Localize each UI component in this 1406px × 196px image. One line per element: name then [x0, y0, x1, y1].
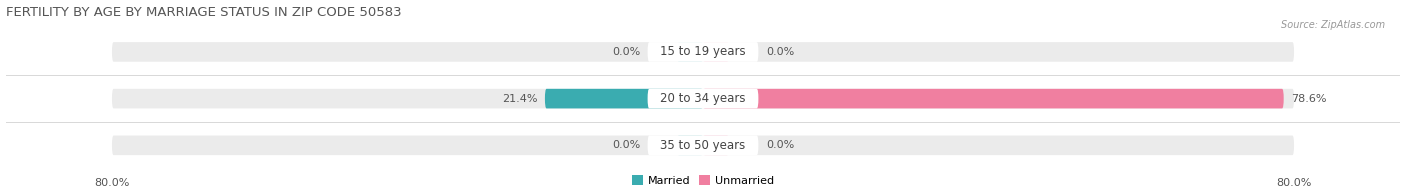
FancyBboxPatch shape: [648, 89, 758, 108]
FancyBboxPatch shape: [703, 89, 1284, 108]
Text: 21.4%: 21.4%: [502, 94, 537, 104]
FancyBboxPatch shape: [546, 89, 703, 108]
FancyBboxPatch shape: [648, 42, 758, 62]
Text: 15 to 19 years: 15 to 19 years: [661, 45, 745, 58]
Text: 0.0%: 0.0%: [612, 140, 640, 150]
Text: 20 to 34 years: 20 to 34 years: [661, 92, 745, 105]
FancyBboxPatch shape: [703, 135, 728, 155]
FancyBboxPatch shape: [112, 89, 1294, 108]
FancyBboxPatch shape: [678, 42, 703, 62]
Text: 0.0%: 0.0%: [766, 140, 794, 150]
Text: Source: ZipAtlas.com: Source: ZipAtlas.com: [1281, 20, 1385, 30]
Text: FERTILITY BY AGE BY MARRIAGE STATUS IN ZIP CODE 50583: FERTILITY BY AGE BY MARRIAGE STATUS IN Z…: [6, 5, 401, 19]
FancyBboxPatch shape: [112, 135, 1294, 155]
Text: 0.0%: 0.0%: [612, 47, 640, 57]
Text: 78.6%: 78.6%: [1291, 94, 1327, 104]
Text: 0.0%: 0.0%: [766, 47, 794, 57]
FancyBboxPatch shape: [648, 135, 758, 155]
Text: 35 to 50 years: 35 to 50 years: [661, 139, 745, 152]
FancyBboxPatch shape: [703, 42, 728, 62]
Legend: Married, Unmarried: Married, Unmarried: [627, 171, 779, 190]
FancyBboxPatch shape: [678, 135, 703, 155]
FancyBboxPatch shape: [112, 42, 1294, 62]
